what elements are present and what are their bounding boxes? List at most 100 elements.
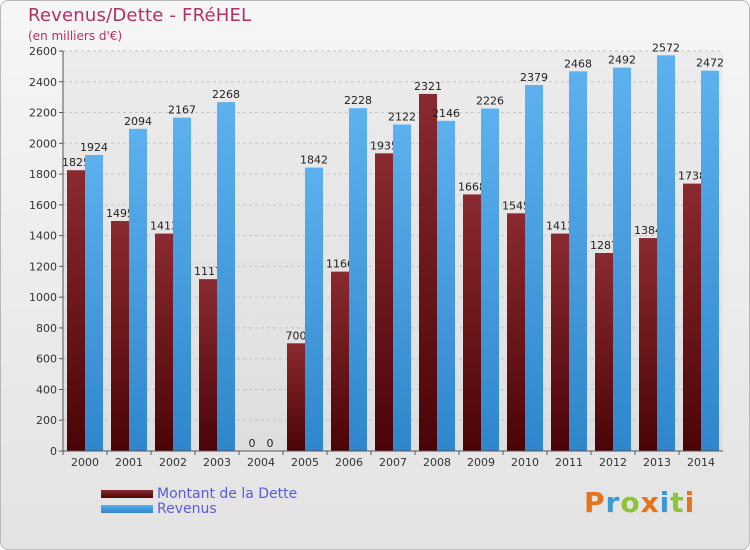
x-tick-label: 2000	[71, 456, 99, 469]
data-label: 2268	[212, 88, 240, 101]
bar-revenue	[173, 117, 191, 451]
data-label: 2122	[388, 111, 416, 124]
data-label: 1413	[150, 220, 178, 233]
logo-letter: r	[605, 486, 621, 519]
bar-debt	[507, 213, 525, 451]
bar-revenue	[525, 85, 543, 451]
bar-debt	[551, 233, 569, 451]
data-label: 2468	[564, 57, 592, 70]
x-tick-label: 2007	[379, 456, 407, 469]
x-tick-label: 2006	[335, 456, 363, 469]
logo-letter: o	[620, 486, 641, 519]
bar-revenue	[437, 120, 455, 451]
bar-revenue	[613, 67, 631, 451]
bar-revenue	[129, 128, 147, 451]
legend-swatch-debt	[101, 490, 153, 498]
data-label: 2146	[432, 107, 460, 120]
x-tick-label: 2003	[203, 456, 231, 469]
y-tick-label: 1400	[29, 230, 57, 243]
x-tick-label: 2001	[115, 456, 143, 469]
data-label: 1413	[546, 220, 574, 233]
data-label: 1545	[502, 199, 530, 212]
bar-debt	[375, 153, 393, 452]
x-tick-label: 2009	[467, 456, 495, 469]
x-tick-label: 2005	[291, 456, 319, 469]
data-label: 1117	[194, 265, 222, 278]
bar-debt	[419, 93, 437, 451]
data-label: 2472	[696, 57, 724, 70]
bar-revenue	[657, 55, 675, 452]
data-label: 700	[286, 329, 307, 342]
bar-debt	[67, 170, 85, 451]
chart-title: Revenus/Dette - FRéHEL	[28, 5, 252, 26]
x-tick-label: 2004	[247, 456, 275, 469]
bar-debt	[595, 253, 613, 451]
data-label: 0	[267, 437, 274, 450]
bar-debt	[287, 343, 305, 451]
data-label: 2226	[476, 95, 504, 108]
data-label: 1924	[80, 141, 108, 154]
y-tick-label: 1000	[29, 291, 57, 304]
data-label: 2228	[344, 94, 372, 107]
legend-label-debt: Montant de la Dette	[157, 486, 298, 502]
logo-letter: x	[640, 486, 660, 519]
logo-letter: t	[670, 486, 685, 519]
x-tick-label: 2012	[599, 456, 627, 469]
chart-subtitle: (en milliers d'€)	[28, 29, 123, 43]
data-label: 1495	[106, 207, 134, 220]
bar-revenue	[393, 124, 411, 452]
bar-debt	[331, 271, 349, 451]
data-label: 0	[249, 437, 256, 450]
y-tick-label: 0	[50, 445, 57, 458]
proxiti-logo: Proxiti	[584, 486, 695, 519]
logo-letter: i	[659, 486, 671, 519]
bar-debt	[199, 279, 217, 451]
bar-debt	[463, 194, 481, 451]
data-label: 1842	[300, 154, 328, 167]
data-label: 2094	[124, 115, 152, 128]
y-tick-label: 2200	[29, 107, 57, 120]
data-label: 2321	[414, 80, 442, 93]
y-tick-label: 1200	[29, 260, 57, 273]
x-tick-label: 2014	[687, 456, 715, 469]
bar-revenue	[569, 71, 587, 452]
data-label: 1825	[62, 156, 90, 169]
bar-revenue	[481, 108, 499, 452]
bar-revenue	[349, 108, 367, 451]
data-label: 1384	[634, 224, 662, 237]
y-tick-label: 1800	[29, 168, 57, 181]
logo-letter: P	[584, 486, 606, 519]
y-tick-label: 800	[36, 322, 57, 335]
data-label: 2572	[652, 41, 680, 54]
bar-debt	[639, 238, 657, 451]
x-tick-label: 2010	[511, 456, 539, 469]
y-tick-label: 1600	[29, 199, 57, 212]
data-label: 2379	[520, 71, 548, 84]
bar-revenue	[701, 70, 719, 451]
x-tick-label: 2011	[555, 456, 583, 469]
legend-swatch-revenue	[101, 505, 153, 513]
logo-letter: i	[684, 486, 696, 519]
data-label: 2167	[168, 104, 196, 117]
x-tick-label: 2002	[159, 456, 187, 469]
y-tick-label: 600	[36, 353, 57, 366]
bar-debt	[111, 221, 129, 451]
bar-debt	[683, 183, 701, 451]
data-label: 1738	[678, 170, 706, 183]
bar-revenue	[305, 167, 323, 451]
y-tick-label: 400	[36, 383, 57, 396]
x-tick-label: 2008	[423, 456, 451, 469]
data-label: 1287	[590, 239, 618, 252]
y-tick-label: 2600	[29, 45, 57, 58]
y-tick-label: 2000	[29, 137, 57, 150]
bar-debt	[155, 233, 173, 451]
bar-revenue	[217, 102, 235, 452]
data-label: 2492	[608, 54, 636, 67]
y-tick-label: 200	[36, 414, 57, 427]
legend-label-revenue: Revenus	[157, 501, 217, 517]
y-tick-label: 2400	[29, 76, 57, 89]
bar-revenue	[85, 155, 103, 451]
data-label: 1668	[458, 180, 486, 193]
data-label: 1166	[326, 258, 354, 271]
